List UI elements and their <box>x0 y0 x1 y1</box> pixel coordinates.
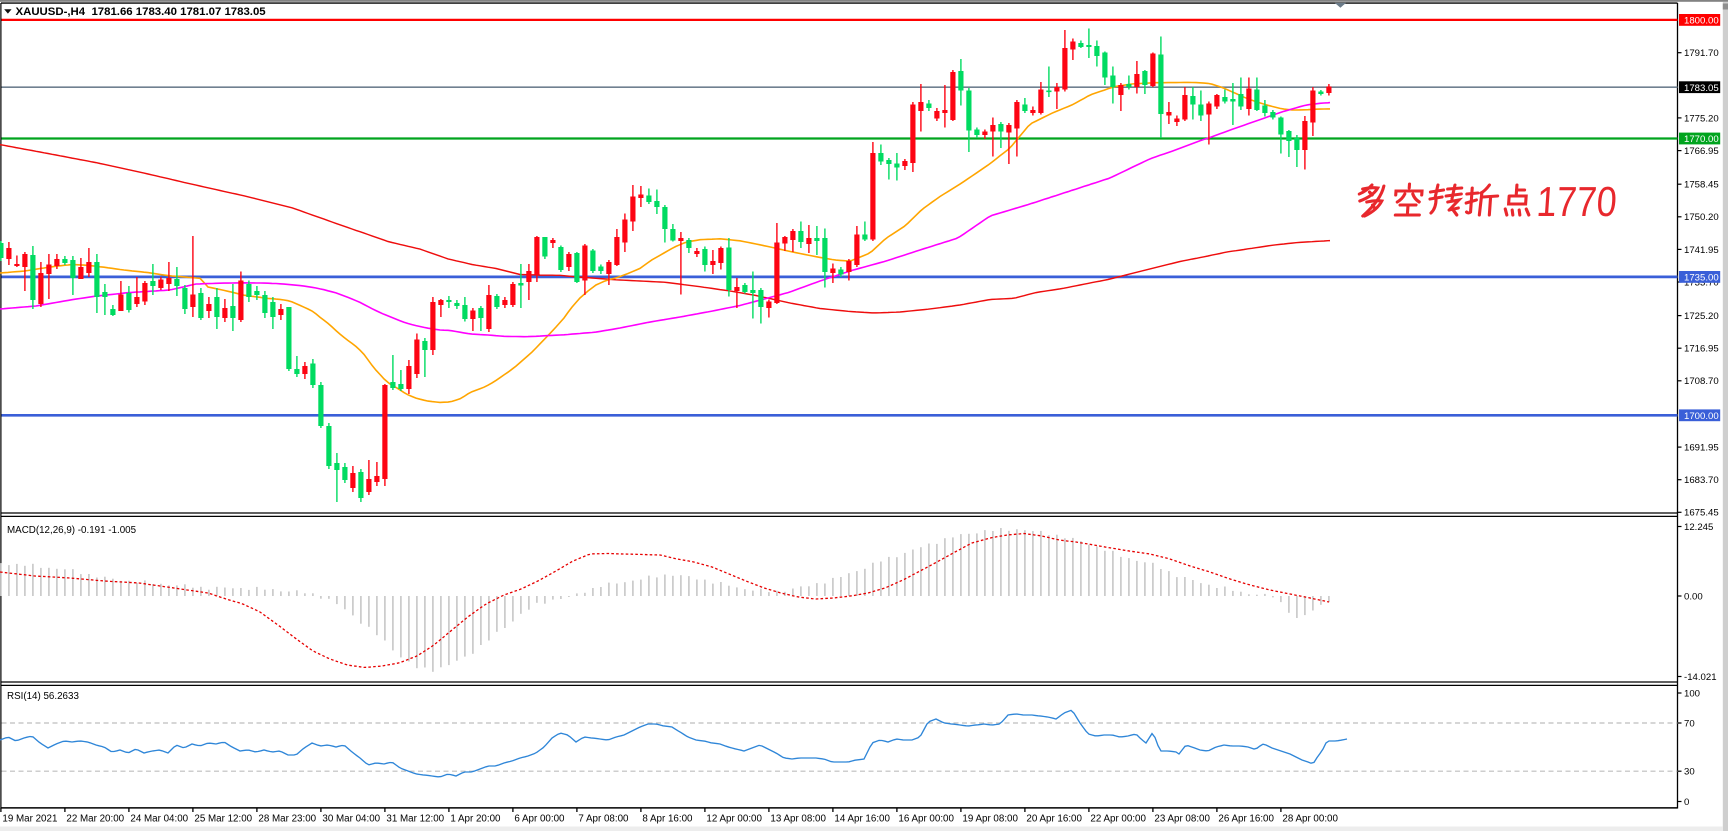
svg-text:0.00: 0.00 <box>1684 591 1703 602</box>
svg-text:1683.70: 1683.70 <box>1684 475 1719 486</box>
svg-text:1725.20: 1725.20 <box>1684 311 1719 322</box>
svg-text:19 Mar 2021: 19 Mar 2021 <box>2 814 57 825</box>
svg-text:1758.45: 1758.45 <box>1684 180 1719 191</box>
svg-text:-14.021: -14.021 <box>1684 672 1717 683</box>
svg-text:1691.95: 1691.95 <box>1684 443 1719 454</box>
svg-text:6 Apr 00:00: 6 Apr 00:00 <box>514 814 565 825</box>
svg-text:0: 0 <box>1684 797 1689 808</box>
svg-text:1 Apr 20:00: 1 Apr 20:00 <box>450 814 501 825</box>
svg-text:1770.00: 1770.00 <box>1684 134 1719 145</box>
svg-text:22 Apr 00:00: 22 Apr 00:00 <box>1090 814 1146 825</box>
svg-text:1770: 1770 <box>1535 178 1618 225</box>
svg-text:30: 30 <box>1684 767 1695 778</box>
svg-text:1783.05: 1783.05 <box>1684 83 1719 94</box>
svg-text:1750.20: 1750.20 <box>1684 212 1719 223</box>
svg-text:14 Apr 16:00: 14 Apr 16:00 <box>834 814 890 825</box>
svg-text:30 Mar 04:00: 30 Mar 04:00 <box>322 814 380 825</box>
svg-text:1675.45: 1675.45 <box>1684 508 1719 519</box>
svg-text:28 Apr 00:00: 28 Apr 00:00 <box>1282 814 1338 825</box>
svg-text:23 Apr 08:00: 23 Apr 08:00 <box>1154 814 1210 825</box>
svg-text:7 Apr 08:00: 7 Apr 08:00 <box>578 814 629 825</box>
svg-text:MACD(12,26,9) -0.191 -1.005: MACD(12,26,9) -0.191 -1.005 <box>7 525 137 536</box>
svg-text:1800.00: 1800.00 <box>1684 16 1719 27</box>
svg-text:20 Apr 16:00: 20 Apr 16:00 <box>1026 814 1082 825</box>
svg-text:12.245: 12.245 <box>1684 522 1713 533</box>
svg-text:28 Mar 23:00: 28 Mar 23:00 <box>258 814 316 825</box>
svg-text:1700.00: 1700.00 <box>1684 411 1719 422</box>
svg-text:19 Apr 08:00: 19 Apr 08:00 <box>962 814 1018 825</box>
svg-text:1733.70: 1733.70 <box>1684 277 1719 288</box>
svg-text:8 Apr 16:00: 8 Apr 16:00 <box>642 814 693 825</box>
svg-text:1716.95: 1716.95 <box>1684 344 1719 355</box>
svg-text:100: 100 <box>1684 688 1700 699</box>
svg-text:26 Apr 16:00: 26 Apr 16:00 <box>1218 814 1274 825</box>
svg-text:1708.70: 1708.70 <box>1684 376 1719 387</box>
svg-text:13 Apr 08:00: 13 Apr 08:00 <box>770 814 826 825</box>
svg-text:24 Mar 04:00: 24 Mar 04:00 <box>130 814 188 825</box>
svg-text:25 Mar 12:00: 25 Mar 12:00 <box>194 814 252 825</box>
svg-text:1766.95: 1766.95 <box>1684 146 1719 157</box>
svg-text:1791.70: 1791.70 <box>1684 48 1719 59</box>
svg-text:XAUUSD-,H4 1781.66 1783.40 17: XAUUSD-,H4 1781.66 1783.40 1781.07 1783.… <box>16 6 267 18</box>
svg-text:22 Mar 20:00: 22 Mar 20:00 <box>66 814 124 825</box>
svg-text:16 Apr 00:00: 16 Apr 00:00 <box>898 814 954 825</box>
svg-text:12 Apr 00:00: 12 Apr 00:00 <box>706 814 762 825</box>
svg-text:31 Mar 12:00: 31 Mar 12:00 <box>386 814 444 825</box>
svg-text:RSI(14) 56.2633: RSI(14) 56.2633 <box>7 691 79 702</box>
svg-text:1775.20: 1775.20 <box>1684 113 1719 124</box>
svg-text:1741.95: 1741.95 <box>1684 245 1719 256</box>
svg-text:70: 70 <box>1684 718 1695 729</box>
svg-text:1735.00: 1735.00 <box>1684 273 1719 284</box>
